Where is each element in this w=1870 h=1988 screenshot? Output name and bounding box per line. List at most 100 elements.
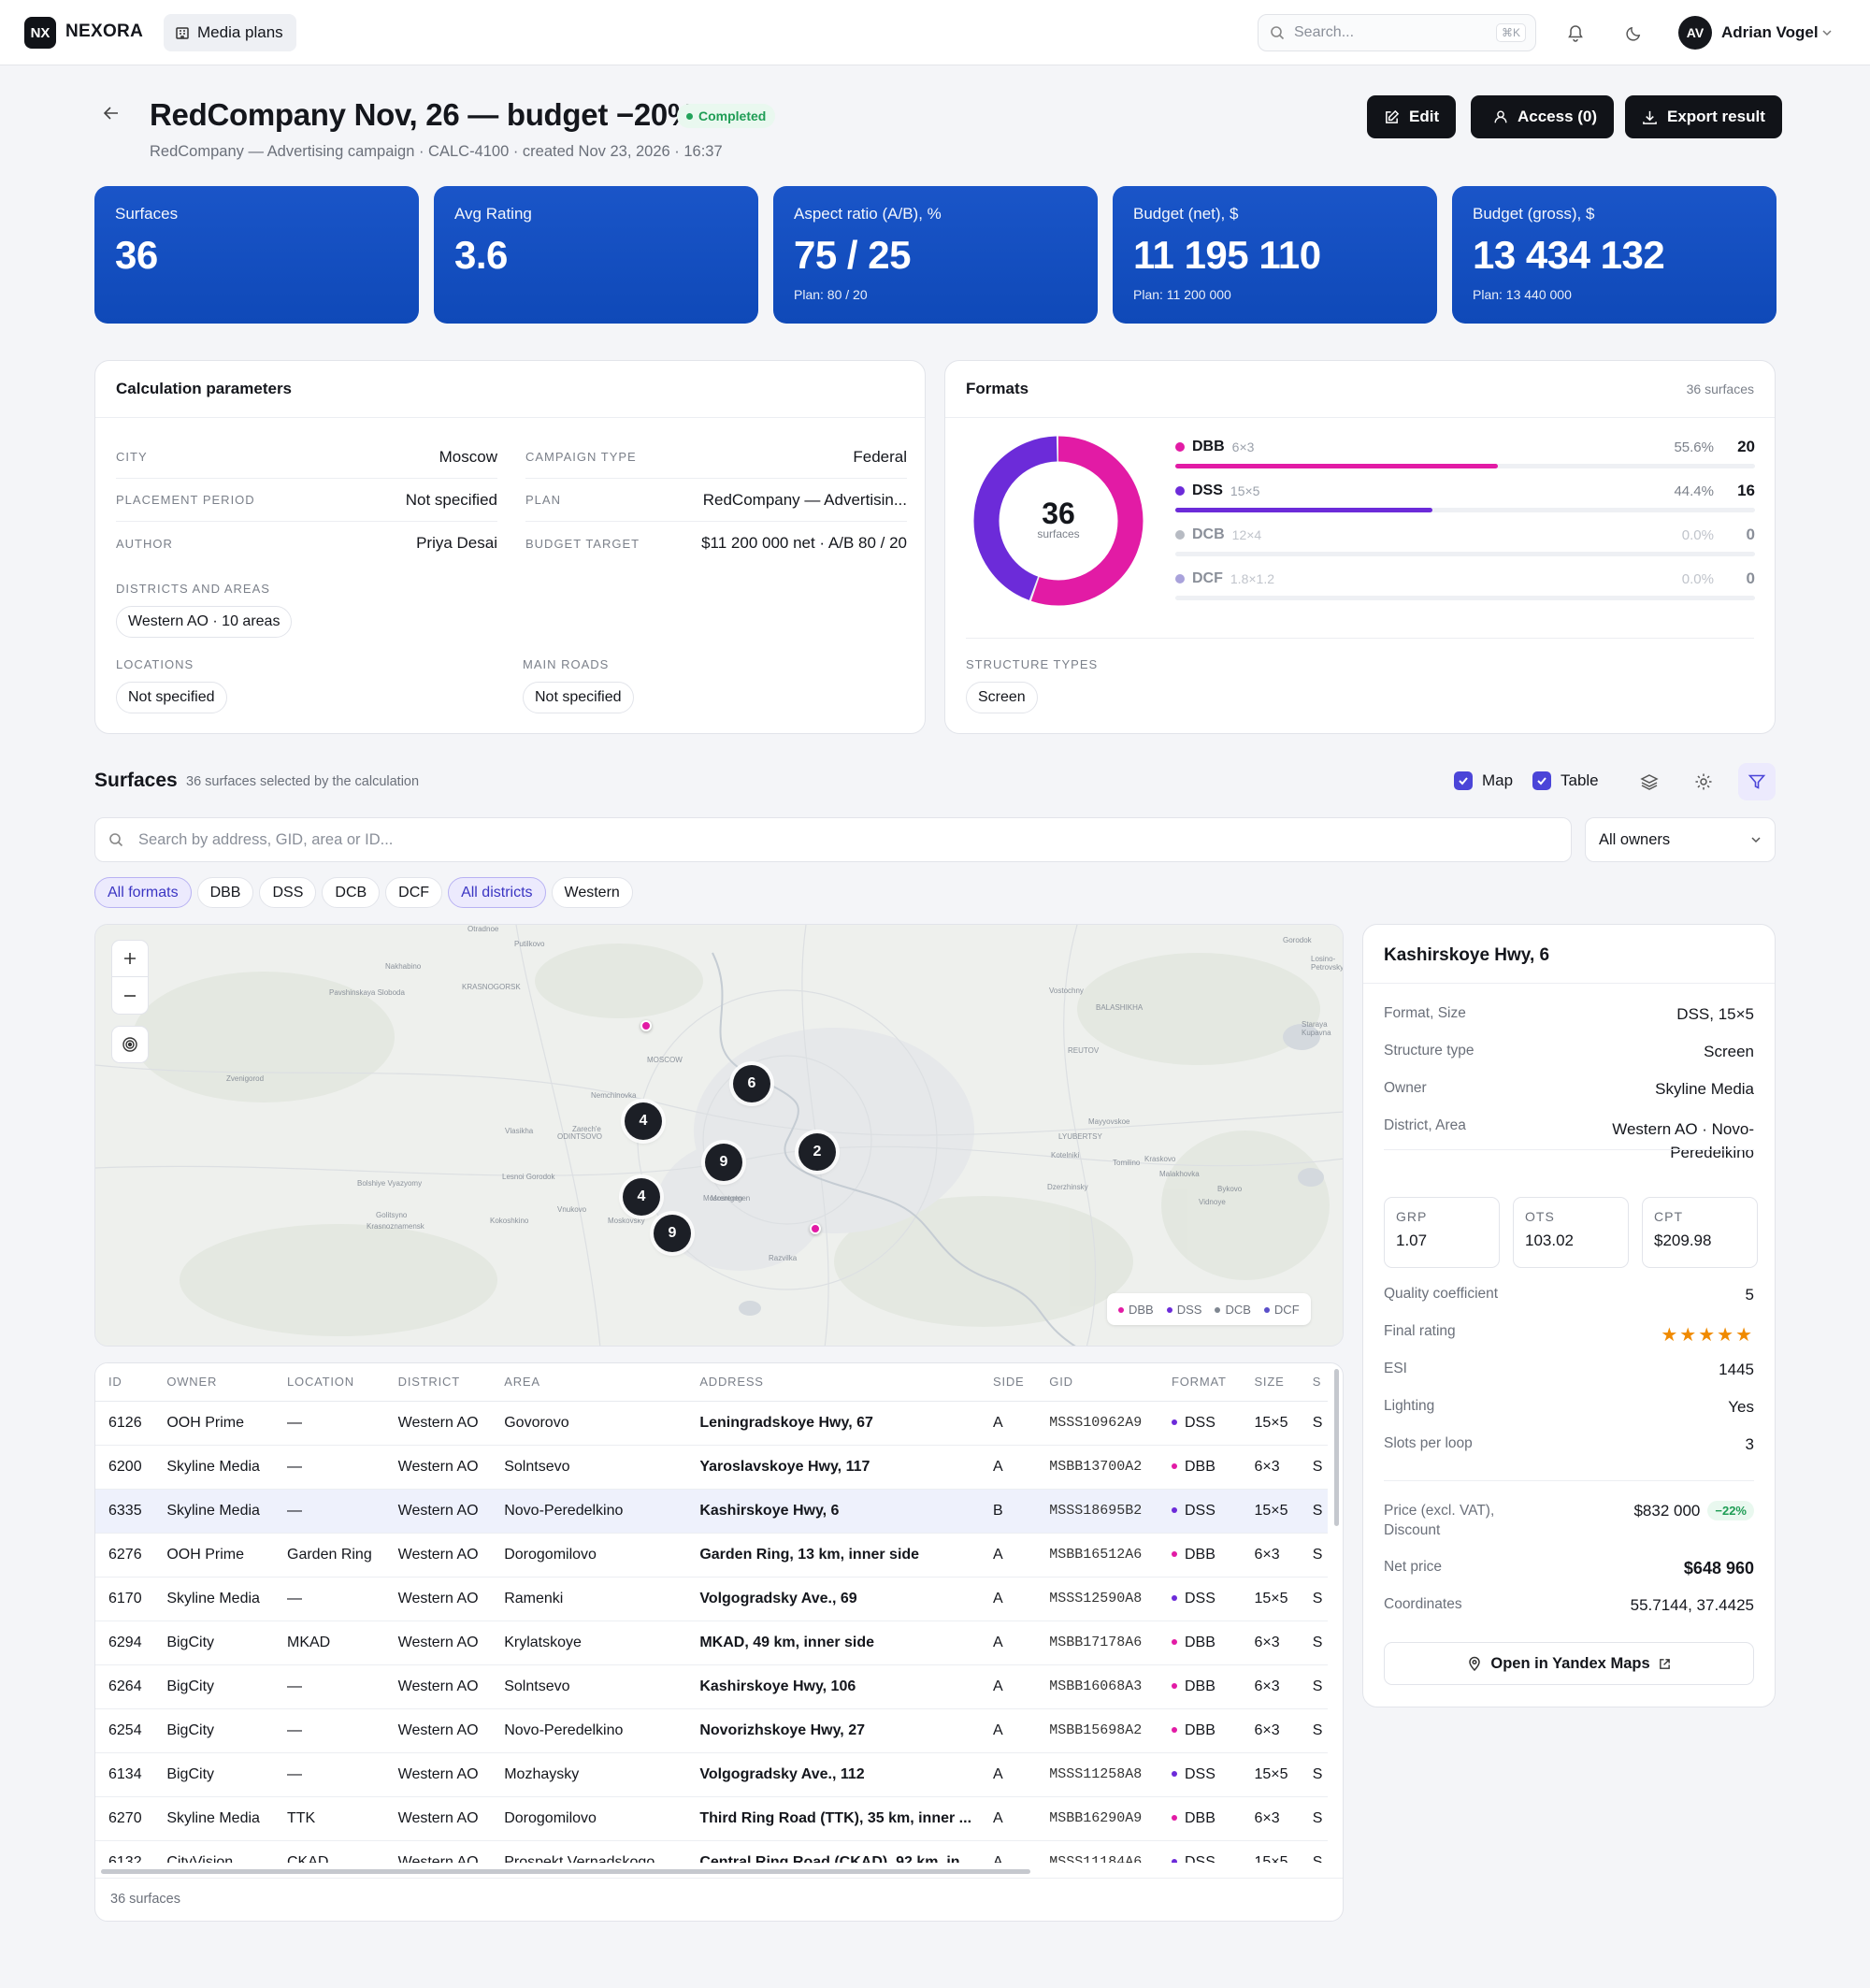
format-count: 20	[1737, 438, 1755, 455]
filter-chip-dbb[interactable]: DBB	[196, 877, 254, 908]
brand-name[interactable]: NEXORA	[65, 22, 144, 41]
card-title: Formats	[966, 380, 1029, 397]
checkbox-checked-icon[interactable]	[1532, 771, 1551, 790]
map-marker-pin[interactable]	[810, 1223, 821, 1234]
map-marker-pin[interactable]	[640, 1020, 652, 1031]
surfaces-map[interactable]: Otradnoe Putilkovo Nakhabino KRASNOGORSK Pav…	[94, 924, 1344, 1347]
table-cell: OOH Prime	[153, 1533, 274, 1577]
map-toggle[interactable]: Map	[1454, 771, 1513, 790]
notifications-button[interactable]	[1557, 14, 1594, 51]
column-header[interactable]: ID	[95, 1363, 154, 1402]
table-row[interactable]: 6335 Skyline Media — Western AO Novo-Peredel…	[95, 1489, 1328, 1534]
column-header[interactable]: Side	[979, 1363, 1037, 1402]
table-cell: Western AO	[384, 1401, 492, 1446]
column-header[interactable]: Location	[274, 1363, 385, 1402]
kpi-plan: Plan: 13 440 000	[1473, 287, 1572, 302]
surfaces-search-input[interactable]: Search by address, GID, area or ID...	[94, 817, 1572, 862]
table-row[interactable]: 6126 OOH Prime — Western AO Govorovo Leningra…	[95, 1401, 1328, 1446]
column-header[interactable]: GID	[1036, 1363, 1158, 1402]
owners-select[interactable]: All owners	[1585, 817, 1776, 862]
table-row[interactable]: 6200 Skyline Media — Western AO Solntsevo Yar…	[95, 1445, 1328, 1490]
legend-item-dss: DSS	[1166, 1303, 1201, 1317]
filter-chips: All formats DBB DSS DCB DCF All district…	[94, 877, 639, 908]
kpi-plan: Plan: 80 / 20	[794, 287, 868, 302]
map-cluster[interactable]: 9	[654, 1215, 691, 1252]
external-link-icon	[1659, 1658, 1670, 1669]
table-cell: A	[979, 1533, 1037, 1577]
table-toggle[interactable]: Table	[1532, 771, 1599, 790]
format-dot	[1171, 1727, 1177, 1734]
theme-toggle-button[interactable]	[1615, 14, 1652, 51]
checkbox-checked-icon[interactable]	[1454, 771, 1473, 790]
user-name[interactable]: Adrian Vogel	[1721, 23, 1819, 41]
column-header[interactable]: Area	[491, 1363, 687, 1402]
param-budget-target: Budget target $11 200 000 net · A/B 80 / …	[525, 522, 907, 565]
table-cell: MSBB17178A6	[1036, 1621, 1158, 1665]
table-row[interactable]: 6264 BigCity — Western AO Solntsevo Kashirsko…	[95, 1664, 1328, 1709]
top-bar	[0, 0, 1870, 65]
column-header[interactable]: Format	[1158, 1363, 1242, 1402]
export-result-button[interactable]: Export result	[1625, 95, 1782, 138]
map-cluster[interactable]: 4	[623, 1178, 660, 1216]
back-arrow-icon[interactable]	[101, 103, 122, 123]
donut-slice-dbb[interactable]	[973, 436, 1144, 606]
filter-chip-dcb[interactable]: DCB	[322, 877, 381, 908]
table-row[interactable]: 6132 CityVision CKAD Western AO Prospekt Ver…	[95, 1840, 1328, 1863]
table-row[interactable]: 6134 BigCity — Western AO Mozhaysky Volgograd…	[95, 1752, 1328, 1797]
layers-button[interactable]	[1631, 763, 1668, 800]
media-plans-button[interactable]: Media plans	[164, 14, 296, 51]
table-row[interactable]: 6254 BigCity — Western AO Novo-Peredelkino No…	[95, 1708, 1328, 1753]
access-button[interactable]: Access (0)	[1471, 95, 1615, 138]
format-name: DBB	[1192, 439, 1225, 454]
districts-chip[interactable]: Western AO · 10 areas	[116, 606, 293, 638]
map-cluster[interactable]: 6	[733, 1065, 770, 1102]
map-cluster[interactable]: 2	[798, 1133, 836, 1171]
vertical-scrollbar[interactable]	[1334, 1369, 1339, 1526]
metric-value: $209.98	[1654, 1232, 1712, 1249]
target-icon	[122, 1037, 137, 1052]
zoom-in-button[interactable]	[111, 940, 149, 977]
column-header[interactable]: S	[1299, 1363, 1328, 1402]
filter-chip-dss[interactable]: DSS	[259, 877, 317, 908]
filter-chip-all-formats[interactable]: All formats	[94, 877, 192, 908]
donut-slice-dss[interactable]	[973, 436, 1144, 606]
zoom-out-button[interactable]	[111, 977, 149, 1015]
table-row[interactable]: 6170 Skyline Media — Western AO Ramenki Volgo…	[95, 1577, 1328, 1621]
table-cell: 6×3	[1241, 1445, 1300, 1490]
locations-chip[interactable]: Not specified	[116, 682, 227, 713]
column-header[interactable]: Owner	[153, 1363, 274, 1402]
avatar[interactable]: AV	[1678, 16, 1712, 50]
filter-chip-dcf[interactable]: DCF	[385, 877, 443, 908]
table-scroll-area[interactable]: ID Owner Location District Area Address Side GI…	[95, 1363, 1339, 1863]
table-row[interactable]: 6270 Skyline Media TTK Western AO Dorogomilo…	[95, 1796, 1328, 1841]
main-roads-chip[interactable]: Not specified	[523, 682, 634, 713]
format-dot	[1175, 442, 1185, 452]
map-cluster[interactable]: 4	[625, 1102, 662, 1140]
filter-button[interactable]	[1738, 763, 1776, 800]
table-row[interactable]: 6276 OOH Prime Garden Ring Western AO Dorogo…	[95, 1533, 1328, 1577]
map-cluster[interactable]: 9	[705, 1144, 742, 1181]
table-cell-format: DSS	[1158, 1840, 1242, 1863]
edit-button[interactable]: Edit	[1367, 95, 1457, 138]
table-cell: 6294	[95, 1621, 154, 1665]
param-key: Placement period	[116, 493, 255, 507]
logo[interactable]: NX	[24, 17, 56, 49]
filter-chip-western[interactable]: Western	[551, 877, 633, 908]
settings-button[interactable]	[1685, 763, 1722, 800]
detail-key: Lighting	[1384, 1398, 1435, 1414]
table-cell: —	[274, 1489, 385, 1534]
table-cell: Western AO	[384, 1621, 492, 1665]
table-row[interactable]: 6294 BigCity MKAD Western AO Krylatskoye MKAD…	[95, 1621, 1328, 1665]
horizontal-scrollbar[interactable]	[101, 1869, 1030, 1874]
column-header[interactable]: District	[384, 1363, 492, 1402]
table-cell: 6×3	[1241, 1708, 1300, 1753]
open-yandex-maps-button[interactable]: Open in Yandex Maps	[1384, 1642, 1754, 1685]
table-cell: Leningradskoye Hwy, 67	[686, 1401, 980, 1446]
chevron-down-icon[interactable]	[1821, 27, 1833, 38]
filter-chip-all-districts[interactable]: All districts	[448, 877, 546, 908]
global-search-input[interactable]: Search... ⌘K	[1258, 14, 1536, 51]
structure-type-chip[interactable]: Screen	[966, 682, 1038, 713]
column-header[interactable]: Address	[686, 1363, 980, 1402]
column-header[interactable]: Size	[1241, 1363, 1300, 1402]
locate-button[interactable]	[111, 1026, 149, 1063]
